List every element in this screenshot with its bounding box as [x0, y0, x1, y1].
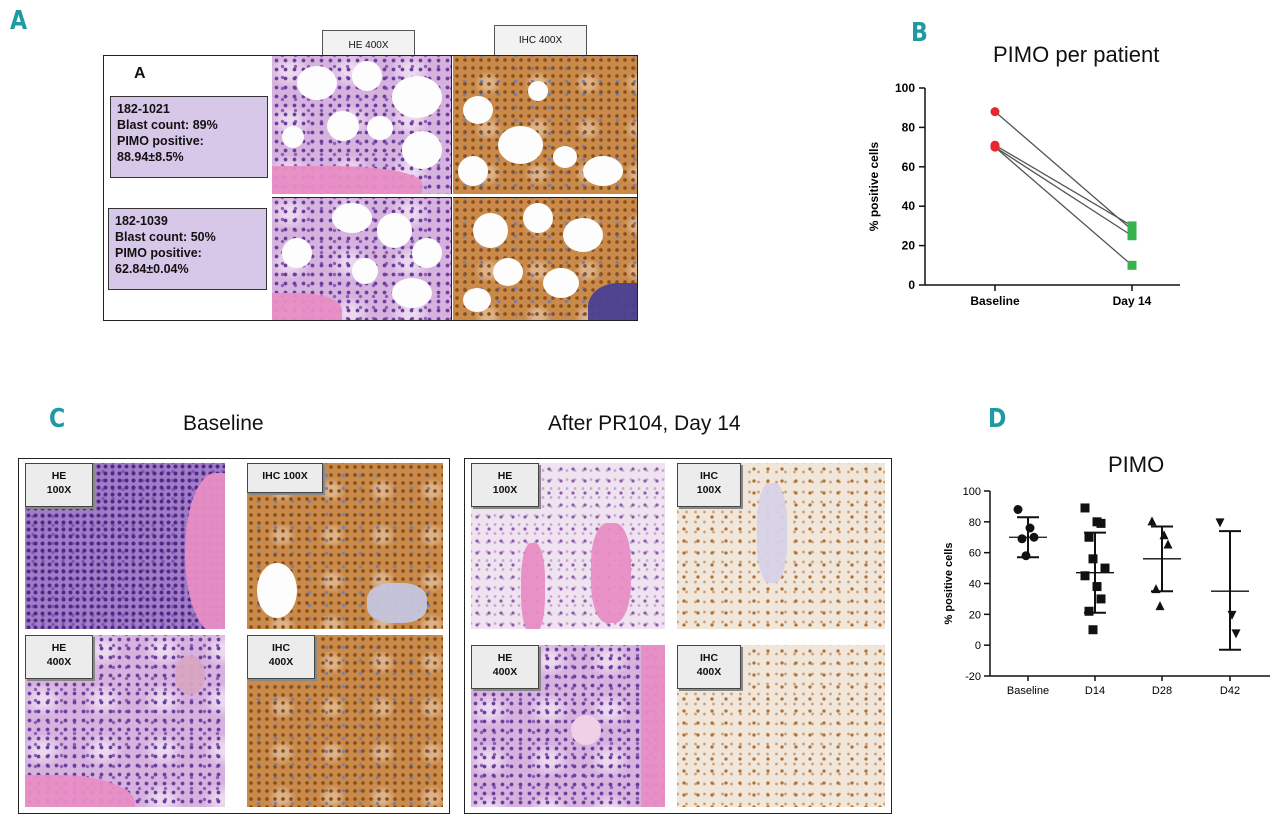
series-line: [994, 111, 1133, 231]
patient-id: 182-1021: [117, 102, 170, 116]
micrograph-ihc-patient2: [453, 197, 637, 320]
tab-ihc-400x: IHC 400X: [494, 25, 587, 57]
label-baseline-he-100x: HE 100X: [25, 463, 93, 507]
y-tick-label: 0: [908, 278, 915, 292]
baseline-frame: HE 100X IHC 100X HE 400X IHC 400X: [18, 458, 450, 814]
label-baseline-ihc-400x: IHC 400X: [247, 635, 315, 679]
x-tick-label: Baseline: [970, 294, 1020, 308]
y-tick-label: 40: [969, 579, 981, 591]
pimo-label: PIMO positive:: [115, 246, 202, 260]
data-point: [1029, 532, 1039, 542]
micrograph-ihc-patient1: [453, 56, 637, 194]
label-after-he-400x: HE 400X: [471, 645, 539, 689]
data-point: [1013, 505, 1023, 514]
y-tick-label: 60: [969, 548, 981, 560]
data-point: [1231, 629, 1241, 639]
pimo-label: PIMO positive:: [117, 134, 204, 148]
day14-point: [1127, 260, 1137, 270]
blast-count: Blast count: 50%: [115, 230, 216, 244]
data-point: [1227, 610, 1237, 620]
y-axis-label: % positive cells: [943, 543, 955, 625]
data-point: [1088, 554, 1098, 564]
label-baseline-ihc-100x: IHC 100X: [247, 463, 323, 493]
micrograph-he-patient2: [272, 197, 452, 320]
y-tick-label: 20: [902, 239, 916, 253]
data-point: [1088, 625, 1098, 635]
y-tick-label: -20: [965, 671, 981, 683]
data-point: [1215, 518, 1225, 528]
patient-info-box-2: 182-1039 Blast count: 50% PIMO positive:…: [108, 208, 267, 290]
series-line: [994, 146, 1133, 237]
data-point: [1080, 571, 1090, 581]
y-tick-label: 60: [902, 160, 916, 174]
data-point: [1151, 584, 1161, 594]
patient-info-box-1: 182-1021 Blast count: 89% PIMO positive:…: [110, 96, 268, 178]
label-baseline-he-400x: HE 400X: [25, 635, 93, 679]
x-tick-label: Day 14: [1113, 294, 1152, 308]
data-point: [1021, 551, 1031, 561]
data-point: [1147, 516, 1157, 526]
panel-a-frame: A 182-1021 Blast count: 89% PIMO positiv…: [103, 55, 638, 321]
chart-d-title: PIMO: [1108, 452, 1165, 477]
data-point: [1084, 606, 1094, 616]
data-point: [1025, 523, 1035, 533]
label-after-ihc-100x: IHC 100X: [677, 463, 741, 507]
y-tick-label: 100: [963, 486, 981, 498]
day14-point: [1127, 231, 1137, 241]
data-point: [1096, 594, 1106, 604]
panel-a-inner-label: A: [134, 65, 146, 82]
label-after-he-100x: HE 100X: [471, 463, 539, 507]
chart-d-plot: -20 0 20 40 60 80 100 Baseline D14 D28 D42 % positi…: [943, 486, 1270, 697]
pimo-value: 62.84±0.04%: [115, 262, 189, 276]
x-tick-label: D28: [1152, 685, 1172, 697]
chart-b-plot: 0 20 40 60 80 100 Baseline Day 14 % positive cel…: [867, 81, 1180, 308]
data-point: [1096, 518, 1106, 528]
y-tick-label: 20: [969, 609, 981, 621]
x-tick-label: D14: [1085, 685, 1105, 697]
data-point: [1080, 503, 1090, 513]
pimo-value: 88.94±8.5%: [117, 150, 184, 164]
baseline-point: [990, 107, 1000, 117]
y-axis-label: % positive cells: [867, 141, 881, 231]
x-tick-label: D42: [1220, 685, 1240, 697]
data-point: [1017, 534, 1027, 544]
data-point: [1159, 530, 1169, 540]
data-point: [1163, 539, 1173, 549]
baseline-point: [990, 142, 1000, 152]
x-tick-label: Baseline: [1007, 685, 1049, 697]
data-point: [1155, 601, 1165, 611]
micrograph-after-he-400x: [471, 645, 665, 807]
day14-point: [1127, 221, 1137, 231]
micrograph-he-patient1: [272, 56, 452, 194]
patient-id: 182-1039: [115, 214, 168, 228]
panel-d-letter: D: [988, 404, 1007, 434]
after-pr104-title: After PR104, Day 14: [548, 412, 741, 435]
data-point: [1084, 532, 1094, 542]
panel-a-letter: A: [10, 6, 28, 36]
y-tick-label: 40: [902, 199, 916, 213]
series-line: [994, 146, 1133, 266]
y-tick-label: 100: [895, 81, 915, 95]
baseline-title: Baseline: [183, 412, 264, 435]
y-tick-label: 80: [902, 120, 916, 134]
series-line: [994, 144, 1133, 227]
panel-c-letter: C: [49, 404, 66, 434]
y-tick-label: 80: [969, 517, 981, 529]
after-pr104-frame: HE 100X IHC 100X HE 400X IHC 400X: [464, 458, 892, 814]
y-tick-label: 0: [975, 640, 981, 652]
label-after-ihc-400x: IHC 400X: [677, 645, 741, 689]
panel-b-letter: B: [911, 18, 928, 48]
blast-count: Blast count: 89%: [117, 118, 218, 132]
data-point: [1100, 563, 1110, 573]
data-point: [1092, 582, 1102, 592]
chart-b-title: PIMO per patient: [993, 42, 1160, 67]
